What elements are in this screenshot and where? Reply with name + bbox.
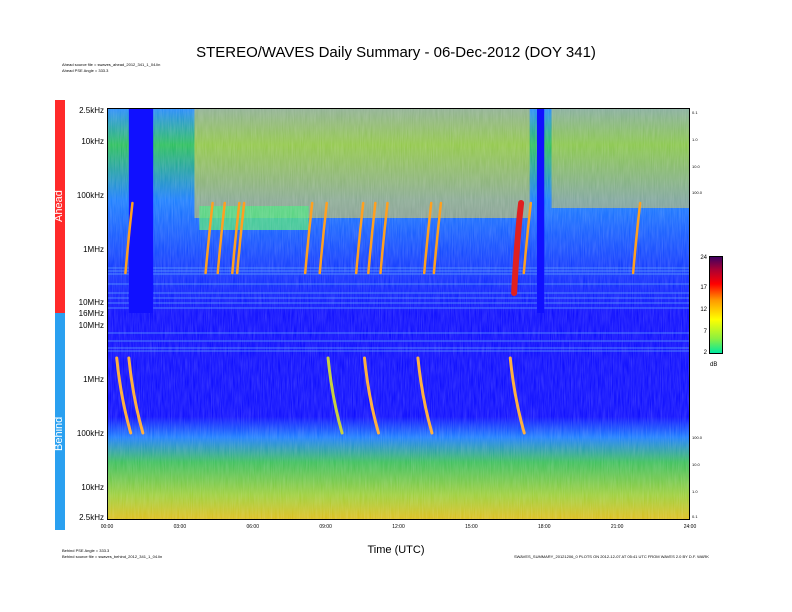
x-axis-label: Time (UTC): [367, 544, 425, 556]
ahead-pse-note: Ahead PSE Angle = 333.3: [62, 68, 109, 73]
ahead-burst: [511, 200, 525, 296]
ahead-ytick-label: 16MHz: [78, 309, 104, 318]
ahead-burst: [522, 201, 533, 275]
ahead-ytick-label: 10kHz: [81, 137, 104, 146]
ahead-burst: [231, 201, 241, 275]
behind-burst: [115, 356, 133, 435]
ahead-burst: [124, 201, 134, 275]
colorbar-tick: 12: [700, 307, 707, 313]
behind-burst: [326, 356, 344, 435]
colorbar-unit: dB: [710, 362, 718, 368]
x-tick-label: 15:00: [465, 524, 478, 530]
x-tick-label: 09:00: [319, 524, 332, 530]
x-tick-label: 00:00: [100, 524, 114, 530]
ahead-source-note: Ahead source file = swaves_ahead_2012_34…: [62, 62, 161, 67]
ahead-ytick-label: 10MHz: [78, 298, 104, 307]
behind-panel-bar: Behind: [53, 313, 65, 530]
behind-burst: [508, 356, 526, 435]
chart-title: STEREO/WAVES Daily Summary - 06-Dec-2012…: [196, 44, 596, 61]
plot-frame: [107, 108, 690, 520]
behind-ytick-label: 1MHz: [83, 375, 104, 384]
ahead-ytick-label: 2.5kHz: [79, 106, 104, 115]
behind-pse-note: Behind PSE Angle = 333.3: [62, 548, 110, 553]
spectrogram-noise: [107, 108, 690, 520]
footer-right-note: SWAVES_SUMMARY_20121206_0 PLOTS ON 2012-…: [514, 554, 709, 559]
colorbar-tick: 2: [703, 350, 707, 356]
ahead-burst: [216, 201, 226, 275]
ahead-burst: [367, 201, 377, 275]
data-gap: [536, 108, 545, 313]
behind-burst: [362, 356, 380, 435]
spectrogram-background: [107, 108, 690, 520]
ahead-right-tick: 10.0: [692, 164, 700, 169]
ahead-burst: [354, 201, 365, 275]
x-tick-label: 12:00: [392, 524, 405, 530]
x-tick-label: 06:00: [246, 524, 259, 530]
ahead-burst: [631, 201, 642, 275]
behind-right-tick: 10.0: [692, 462, 700, 467]
ahead-burst: [318, 201, 329, 275]
behind-ytick-label: 10MHz: [78, 321, 104, 330]
spectrogram-marks: [107, 108, 690, 520]
colorbar-tick: 24: [700, 255, 707, 261]
behind-source-note: Behind source file = swaves_behind_2012_…: [62, 554, 163, 559]
ahead-burst: [379, 201, 389, 275]
behind-burst: [127, 356, 145, 435]
ahead-ytick-label: 100kHz: [76, 191, 104, 200]
behind-right-tick: 0.1: [692, 514, 698, 519]
spectrogram-plot: [107, 108, 690, 520]
colorbar-tick: 7: [703, 329, 707, 335]
ahead-burst: [204, 201, 214, 275]
ahead-right-tick: 0.1: [692, 110, 698, 115]
ahead-burst: [235, 201, 246, 275]
behind-ytick-label: 2.5kHz: [79, 513, 104, 522]
x-tick-label: 18:00: [537, 524, 551, 530]
x-tick-label: 03:00: [173, 524, 187, 530]
ahead-burst: [432, 201, 443, 275]
ahead-burst: [422, 201, 433, 275]
colorbar-tick: 17: [700, 285, 707, 291]
behind-right-tick: 1.0: [692, 489, 698, 494]
behind-right-tick: 100.0: [692, 435, 703, 440]
data-gap: [128, 108, 154, 313]
x-tick-label: 24:00: [683, 524, 697, 530]
behind-ytick-label: 100kHz: [76, 429, 104, 438]
ahead-right-tick: 1.0: [692, 137, 698, 142]
x-tick-label: 21:00: [610, 524, 624, 530]
ahead-right-tick: 100.0: [692, 190, 703, 195]
behind-ytick-label: 10kHz: [81, 483, 104, 492]
colorbar: [709, 256, 723, 354]
behind-burst: [416, 356, 434, 435]
ahead-burst: [303, 201, 314, 275]
ahead-panel-bar: Ahead: [53, 100, 65, 313]
ahead-ytick-label: 1MHz: [83, 245, 104, 254]
